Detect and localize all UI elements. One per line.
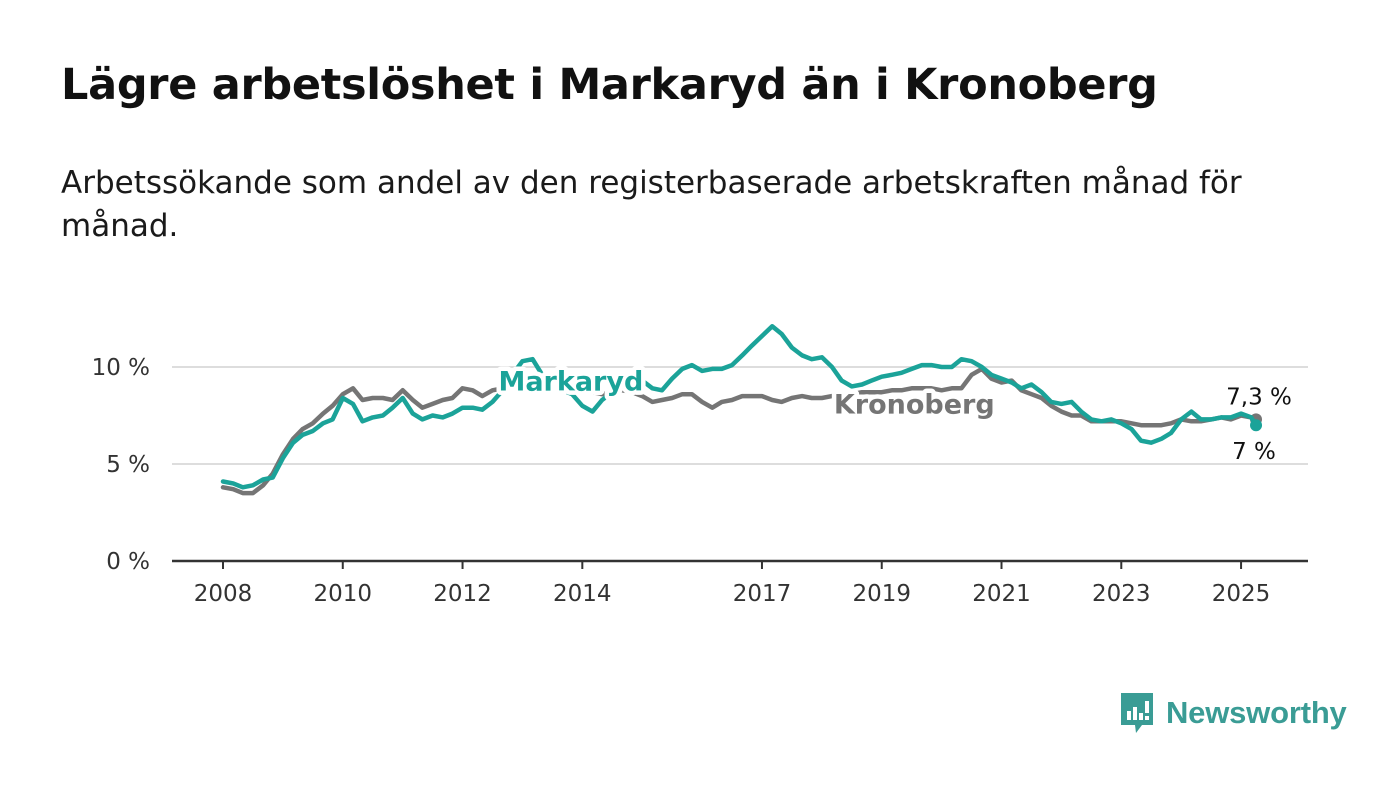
x-tick-label: 2023: [1092, 581, 1151, 607]
brand-name: Newsworthy: [1166, 695, 1347, 730]
brand-logo: Newsworthy: [1118, 690, 1347, 736]
end-value-label-markaryd: 7 %: [1232, 439, 1276, 465]
x-tick-label: 2014: [553, 581, 612, 607]
series-line-markaryd: [220, 324, 1259, 490]
y-tick-label: 10 %: [92, 355, 150, 381]
series-endpoint-markaryd: [1250, 419, 1263, 432]
x-tick-label: 2017: [733, 581, 792, 607]
x-tick-label: 2021: [972, 581, 1031, 607]
grid-layer: 0 % 5 % 10 % 2008 2010 2012 2014 2017 2019 2021 20…: [92, 355, 1308, 607]
end-value-label-kronoberg: 7,3 %: [1226, 384, 1292, 410]
series-label-kronoberg: Kronoberg: [834, 390, 995, 421]
x-tick-label: 2025: [1212, 581, 1271, 607]
series-line-kronoberg: [220, 366, 1259, 496]
chart-title: Lägre arbetslöshet i Markaryd än i Krono…: [61, 60, 1158, 110]
newsworthy-logo-icon: [1121, 693, 1153, 733]
y-tick-label: 0 %: [106, 549, 150, 575]
x-tick-label: 2010: [313, 581, 372, 607]
x-tick-label: 2008: [194, 581, 253, 607]
y-tick-label: 5 %: [106, 452, 150, 478]
x-tick-label: 2019: [852, 581, 911, 607]
label-layer: Markaryd Kronoberg 7,3 % 7 %: [494, 362, 1292, 465]
series-label-markaryd: Markaryd: [498, 366, 643, 397]
x-tick-label: 2012: [433, 581, 492, 607]
series-layer: [220, 324, 1263, 496]
chart-subtitle: Arbetssökande som andel av den registerb…: [61, 165, 1242, 244]
